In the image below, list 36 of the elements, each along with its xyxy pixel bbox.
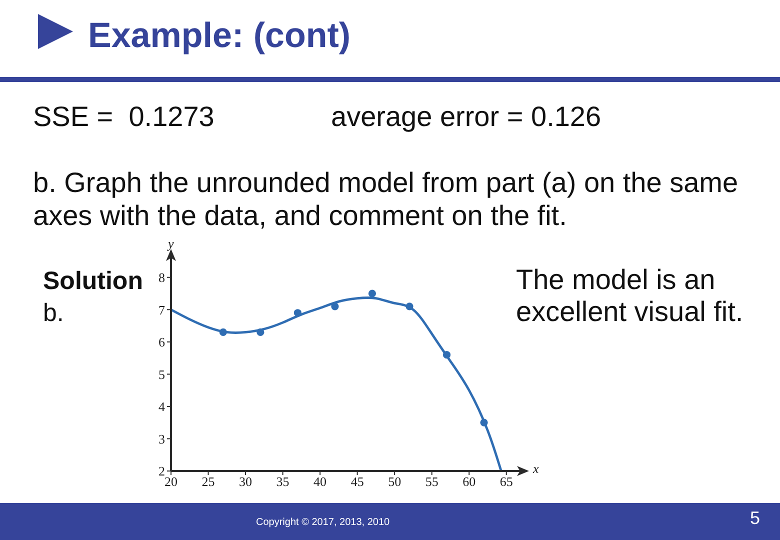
point [442,351,451,359]
point [368,290,376,298]
text: Solution [43,267,143,295]
y-tick-label: 5 [158,366,165,382]
point [294,309,302,317]
text: average error = 0.126 [331,101,602,133]
x-tick-label: 30 [239,474,252,490]
point [480,418,488,426]
point [219,328,227,336]
y-tick-label: 8 [158,270,165,285]
x-tick-label: 65 [500,474,513,490]
annotation: The model is an excellent visual fit. [516,264,744,328]
x-tick-label: 20 [164,474,178,490]
x-tick-label: 45 [350,474,364,490]
point [256,328,264,336]
x-tick-label: 25 [202,474,215,490]
x-axis-title: x [533,461,539,476]
text: b. [43,298,65,328]
chart-title: Example: (cont) [88,16,351,56]
x-tick-label: 40 [314,474,327,490]
x-tick-label: 60 [462,474,476,490]
x-tick-label: 35 [276,474,290,490]
y-tick-label: 7 [158,302,166,318]
y-tick-label: 4 [158,399,166,414]
point [331,302,339,310]
y-tick-label: 3 [158,431,165,446]
text: Copyright © 2017, 2013, 2010 [256,516,391,529]
y-axis-title: y [168,236,174,251]
y-tick-label: 6 [158,334,166,350]
x-tick-label: 55 [425,474,438,490]
text: 5 [750,507,762,530]
y-tick-label: 2 [158,464,165,479]
text: b. Graph the unrounded model from part (a) on the same axes with the data, and comment on the fit. [33,166,740,232]
x-tick-label: 50 [388,474,402,490]
point [406,302,414,310]
text: SSE = 0.1273 [33,101,216,133]
